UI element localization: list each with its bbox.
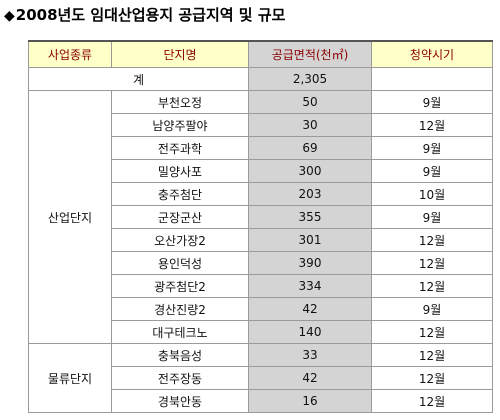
total-date: [371, 67, 493, 91]
application-period: 9월: [371, 90, 493, 114]
supply-area: 42: [248, 366, 372, 390]
complex-name: 군장군산: [111, 205, 249, 229]
supply-area: 16: [248, 389, 372, 413]
total-row: 계 2,305: [28, 67, 493, 91]
application-period: 9월: [371, 136, 493, 160]
table-row: 경산진량2 42 9월: [29, 297, 493, 321]
application-period: 12월: [371, 366, 493, 390]
supply-area: 355: [248, 205, 372, 229]
page-title: ◆2008년도 임대산업용지 공급지역 및 규모: [4, 4, 285, 25]
table-row: 산업단지 부천오정 50 9월: [28, 90, 493, 344]
complex-name: 남양주팔야: [111, 113, 249, 137]
table-row: 남양주팔야 30 12월: [29, 113, 493, 137]
supply-area: 50: [248, 90, 372, 114]
application-period: 10월: [371, 182, 493, 206]
complex-name: 밀양사포: [111, 159, 249, 183]
table-row: 오산가장2 301 12월: [29, 228, 493, 252]
header-supply-area: 공급면적(천㎡): [248, 40, 372, 68]
table-row: 경북안동 16 12월: [29, 389, 493, 413]
complex-name: 대구테크노: [111, 320, 249, 344]
supply-area: 30: [248, 113, 372, 137]
supply-area: 33: [248, 343, 372, 367]
application-period: 12월: [371, 389, 493, 413]
application-period: 12월: [371, 343, 493, 367]
header-business-type: 사업종류: [28, 40, 112, 68]
complex-name: 경북안동: [111, 389, 249, 413]
application-period: 12월: [371, 228, 493, 252]
supply-table: 사업종류 단지명 공급면적(천㎡) 청약시기 계 2,305 산업단지 부천오정…: [28, 40, 493, 413]
complex-name: 충북음성: [111, 343, 249, 367]
complex-name: 경산진량2: [111, 297, 249, 321]
supply-area: 140: [248, 320, 372, 344]
header-application-period: 청약시기: [371, 40, 493, 68]
application-period: 9월: [371, 297, 493, 321]
complex-name: 용인덕성: [111, 251, 249, 275]
complex-name: 부천오정: [111, 90, 249, 114]
application-period: 12월: [371, 251, 493, 275]
complex-name: 광주첨단2: [111, 274, 249, 298]
supply-area: 203: [248, 182, 372, 206]
total-area: 2,305: [248, 67, 372, 91]
header-row: 사업종류 단지명 공급면적(천㎡) 청약시기: [28, 40, 493, 68]
application-period: 9월: [371, 159, 493, 183]
group-type-industrial: 산업단지: [28, 90, 112, 344]
table-row: 전주과학 69 9월: [29, 136, 493, 160]
diamond-bullet-icon: ◆: [4, 8, 15, 24]
application-period: 12월: [371, 274, 493, 298]
complex-name: 오산가장2: [111, 228, 249, 252]
complex-name: 전주장동: [111, 366, 249, 390]
table-row: 물류단지 충북음성 33 12월: [28, 343, 493, 413]
supply-area: 334: [248, 274, 372, 298]
table-row: 밀양사포 300 9월: [29, 159, 493, 183]
supply-area: 390: [248, 251, 372, 275]
supply-area: 42: [248, 297, 372, 321]
supply-area: 301: [248, 228, 372, 252]
complex-name: 충주첨단: [111, 182, 249, 206]
supply-area: 300: [248, 159, 372, 183]
application-period: 9월: [371, 205, 493, 229]
application-period: 12월: [371, 113, 493, 137]
table-row: 군장군산 355 9월: [29, 205, 493, 229]
total-label: 계: [28, 67, 249, 91]
complex-name: 전주과학: [111, 136, 249, 160]
group-type-logistics: 물류단지: [28, 343, 112, 413]
title-text: 2008년도 임대산업용지 공급지역 및 규모: [15, 6, 286, 24]
table-row: 충주첨단 203 10월: [29, 182, 493, 206]
application-period: 12월: [371, 320, 493, 344]
header-complex-name: 단지명: [111, 40, 249, 68]
supply-area: 69: [248, 136, 372, 160]
